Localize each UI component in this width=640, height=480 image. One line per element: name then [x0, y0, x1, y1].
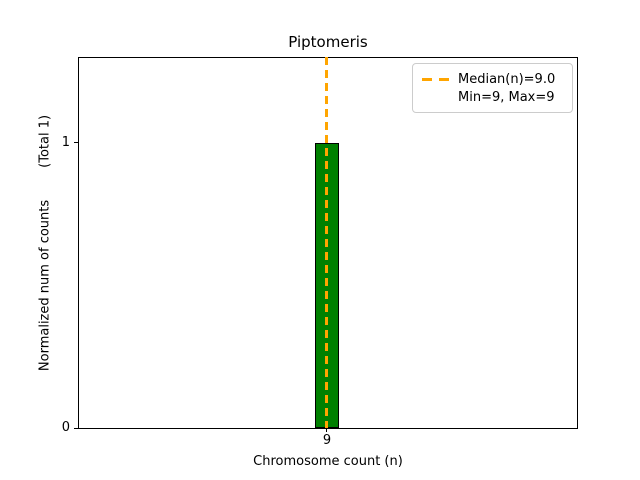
legend-marker-spacer: [422, 96, 449, 99]
x-tick-mark-9: [326, 428, 327, 432]
y-tick-label-1: 1: [61, 135, 70, 150]
chart-title: Piptomeris: [288, 33, 368, 51]
legend-item-minmax: Min=9, Max=9: [422, 88, 564, 106]
y-tick-label-0: 0: [61, 420, 70, 435]
x-axis-label: Chromosome count (n): [253, 454, 403, 469]
dashed-line-icon: [422, 77, 449, 81]
legend: Median(n)=9.0 Min=9, Max=9: [412, 63, 573, 113]
y-tick-mark-0: [74, 428, 78, 429]
y-axis-label-main: Normalized num of counts: [37, 199, 53, 372]
y-tick-mark-1: [74, 142, 78, 143]
legend-label-minmax: Min=9, Max=9: [458, 89, 555, 105]
legend-label-median: Median(n)=9.0: [458, 71, 556, 87]
y-axis-label: Normalized num of counts (Total 1): [38, 115, 53, 371]
legend-item-median: Median(n)=9.0: [422, 70, 564, 88]
x-tick-label-9: 9: [322, 433, 332, 448]
median-line: [325, 57, 328, 428]
y-axis-label-total: (Total 1): [37, 114, 53, 168]
